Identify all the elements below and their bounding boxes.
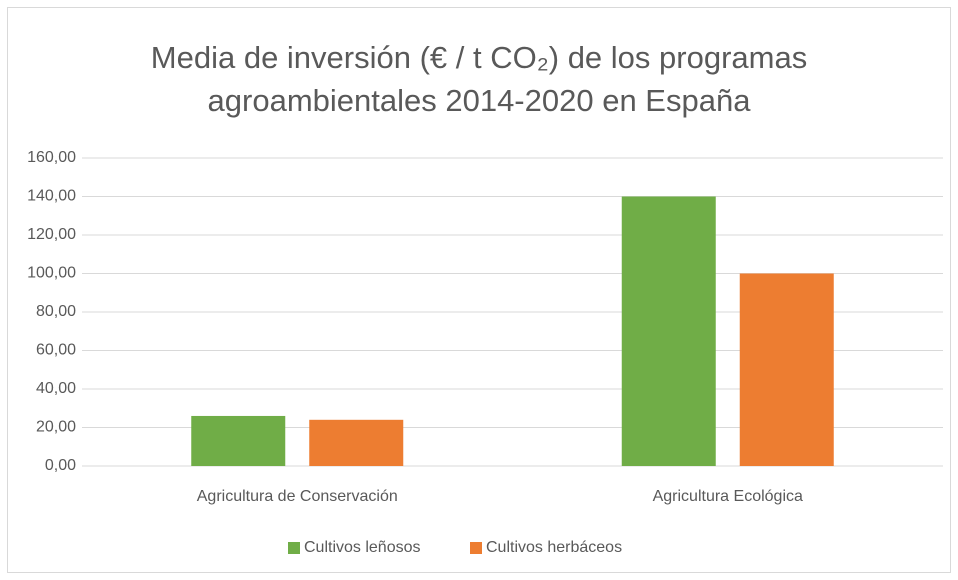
x-tick-label: Agricultura Ecológica (653, 488, 803, 505)
y-tick-label: 20,00 (36, 419, 76, 436)
legend-label: Cultivos leñosos (304, 539, 421, 556)
y-tick-label: 60,00 (36, 342, 76, 359)
y-tick-label: 120,00 (27, 226, 76, 243)
bar (309, 419, 404, 466)
bar (621, 196, 716, 466)
chart-title: Media de inversión (€ / t CO₂) de los pr… (151, 40, 807, 75)
bar (739, 273, 834, 466)
y-tick-label: 80,00 (36, 303, 76, 320)
y-tick-label: 0,00 (45, 457, 76, 474)
bar (191, 415, 286, 466)
legend-swatch (470, 542, 482, 554)
y-tick-label: 40,00 (36, 380, 76, 397)
legend-swatch (288, 542, 300, 554)
x-tick-label: Agricultura de Conservación (197, 488, 398, 505)
y-tick-label: 140,00 (27, 188, 76, 205)
y-tick-label: 100,00 (27, 265, 76, 282)
y-tick-label: 160,00 (27, 149, 76, 166)
chart-title: agroambientales 2014-2020 en España (208, 83, 752, 118)
legend-label: Cultivos herbáceos (486, 539, 622, 556)
